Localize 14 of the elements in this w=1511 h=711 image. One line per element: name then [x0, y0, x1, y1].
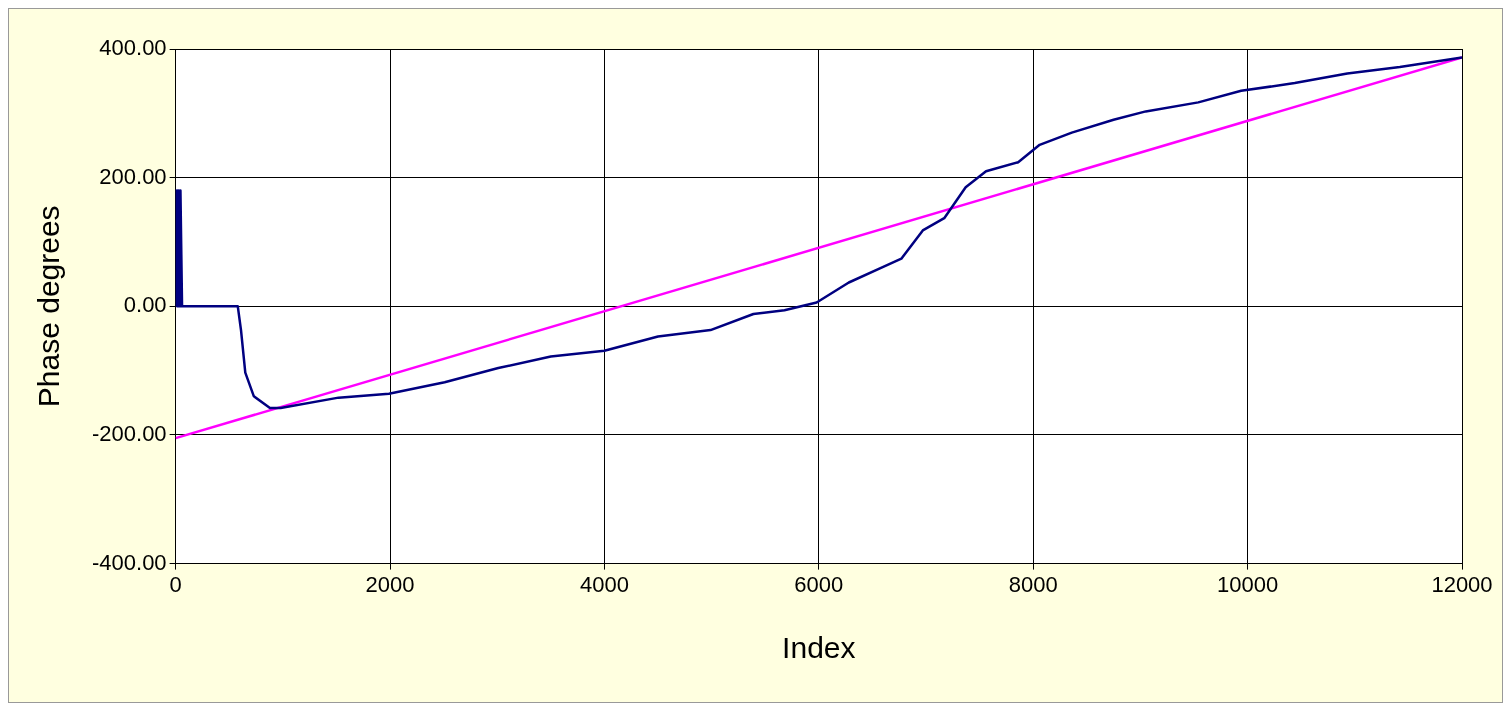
x-tick-label: 8000 [1008, 571, 1058, 597]
y-tick-label: -400.00 [91, 549, 167, 575]
x-tick-label: 4000 [579, 571, 629, 597]
y-tick-label: 200.00 [99, 163, 167, 189]
y-axis-title: Phase degrees [32, 205, 66, 408]
x-tick-label: 10000 [1217, 571, 1279, 597]
x-axis-title: Index [782, 631, 856, 665]
y-tick-label: -200.00 [91, 421, 167, 447]
x-tick-label: 12000 [1431, 571, 1493, 597]
x-tick-label: 2000 [365, 571, 415, 597]
y-tick-label: 400.00 [99, 35, 167, 61]
x-tick-label: 0 [169, 571, 182, 597]
y-tick-label: 0.00 [123, 292, 167, 318]
x-tick-label: 6000 [794, 571, 844, 597]
